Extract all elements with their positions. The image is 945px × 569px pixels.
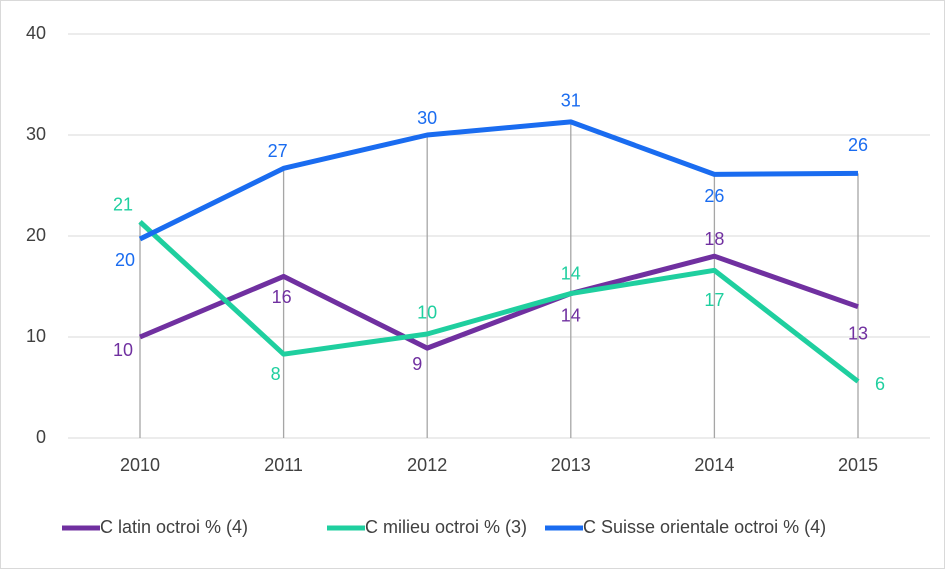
legend-label: C latin octroi % (4) [100,517,248,537]
x-tick-label: 2011 [264,455,303,475]
data-label: 18 [704,229,724,249]
data-label: 14 [561,263,581,283]
data-label: 27 [268,141,288,161]
data-label: 21 [113,195,133,215]
data-label: 13 [848,323,868,343]
data-label: 20 [115,250,135,270]
data-label: 31 [561,91,581,111]
x-tick-label: 2015 [838,455,878,475]
y-tick-label: 0 [36,427,46,447]
series-line [138,119,859,242]
x-tick-label: 2014 [694,455,734,475]
data-label: 9 [412,354,422,374]
data-label: 16 [272,287,292,307]
data-label: 26 [848,135,868,155]
legend-label: C Suisse orientale octroi % (4) [583,517,826,537]
x-tick-label: 2013 [551,455,591,475]
x-tick-label: 2010 [120,455,160,475]
data-label: 26 [704,186,724,206]
series-line [139,253,859,351]
data-label: 17 [704,290,724,310]
series-line [138,220,860,384]
legend-label: C milieu octroi % (3) [365,517,527,537]
data-label: 10 [113,340,133,360]
data-label: 8 [271,364,281,384]
data-label: 6 [875,374,885,394]
y-tick-label: 40 [26,23,46,43]
data-label: 14 [561,305,581,325]
y-tick-label: 10 [26,326,46,346]
data-label: 10 [417,303,437,323]
data-label: 30 [417,108,437,128]
x-tick-label: 2012 [407,455,447,475]
y-tick-label: 30 [26,124,46,144]
y-tick-label: 20 [26,225,46,245]
